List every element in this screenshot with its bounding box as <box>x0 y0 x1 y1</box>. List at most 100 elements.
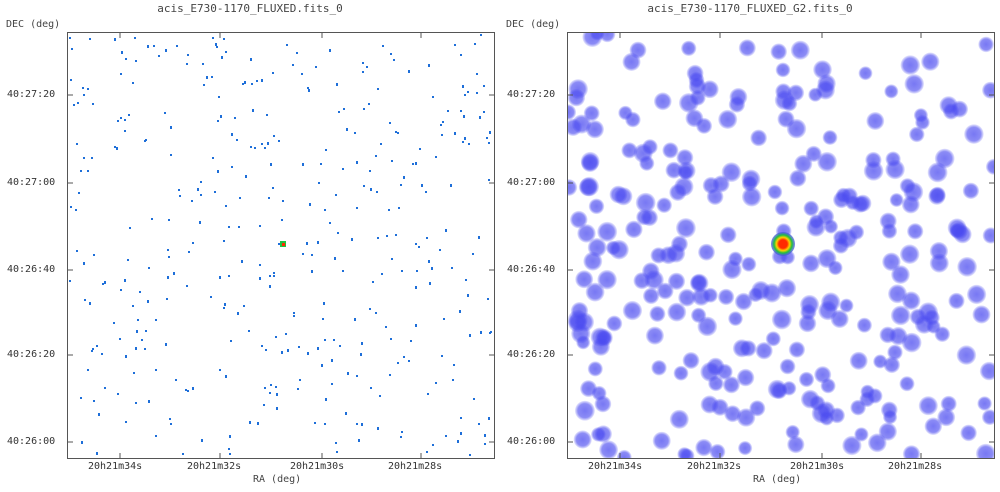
event-pixel <box>489 332 491 334</box>
event-pixel <box>139 291 141 293</box>
event-pixel <box>224 303 226 306</box>
smoothed-blob <box>890 305 911 326</box>
smoothed-blob <box>588 198 605 215</box>
event-pixel <box>465 279 467 281</box>
smoothed-blob <box>813 60 832 79</box>
smoothed-blob <box>580 380 597 398</box>
event-pixel <box>322 318 324 320</box>
event-pixel <box>415 243 417 245</box>
event-pixel <box>270 384 272 386</box>
event-pixel <box>415 286 417 289</box>
event-pixel <box>102 283 104 285</box>
event-pixel <box>89 302 91 305</box>
smoothed-blob <box>788 341 806 358</box>
event-pixel <box>320 163 322 165</box>
smoothed-blob <box>718 109 738 129</box>
event-pixel <box>167 249 169 251</box>
event-pixel <box>388 209 390 211</box>
event-pixel <box>360 353 362 356</box>
event-pixel <box>343 108 345 110</box>
event-pixel <box>363 185 365 187</box>
event-pixel <box>192 242 194 244</box>
smoothed-blob <box>581 154 599 173</box>
smoothed-blob <box>937 408 956 427</box>
event-pixel <box>125 421 127 423</box>
smoothed-blob <box>700 80 719 99</box>
event-pixel <box>307 87 309 89</box>
smoothed-blob <box>622 300 643 321</box>
event-pixel <box>185 389 187 391</box>
right-image-plot[interactable] <box>567 32 995 459</box>
smoothed-blob <box>599 33 616 43</box>
event-pixel <box>478 423 480 425</box>
event-pixel <box>228 226 230 228</box>
event-pixel <box>228 448 230 450</box>
event-pixel <box>269 285 271 288</box>
event-pixel <box>379 395 381 397</box>
event-pixel <box>452 379 454 381</box>
smoothed-blob <box>755 342 773 360</box>
smoothed-blob <box>614 187 633 206</box>
event-pixel <box>306 242 308 245</box>
smoothed-blob <box>856 317 872 333</box>
event-pixel <box>314 422 316 424</box>
event-pixel <box>336 83 338 86</box>
event-pixel <box>369 308 371 310</box>
left-panel-title: acis_E730-1170_FLUXED.fits_0 <box>157 2 343 15</box>
event-pixel <box>225 205 227 207</box>
left-image-plot[interactable] <box>67 32 495 459</box>
event-pixel <box>250 58 252 61</box>
event-pixel <box>476 73 478 75</box>
smoothed-blob <box>649 305 666 322</box>
event-pixel <box>488 142 490 144</box>
event-pixel <box>229 453 231 455</box>
event-pixel <box>241 260 243 263</box>
smoothed-blob <box>642 262 660 280</box>
event-pixel <box>415 162 417 165</box>
left-dec-axis-label: DEC (deg) <box>6 19 61 30</box>
event-pixel <box>270 163 272 166</box>
event-pixel <box>75 209 77 211</box>
smoothed-blob <box>947 218 967 238</box>
event-pixel <box>276 393 278 396</box>
smoothed-blob <box>889 193 904 207</box>
event-pixel <box>173 272 175 275</box>
event-pixel <box>315 66 317 68</box>
event-pixel <box>428 64 430 67</box>
event-pixel <box>200 194 202 196</box>
event-pixel <box>298 346 300 348</box>
event-pixel <box>382 45 384 47</box>
event-pixel <box>76 143 78 145</box>
smoothed-blob <box>708 375 724 392</box>
smoothed-blob <box>594 425 612 443</box>
event-pixel <box>114 146 116 148</box>
event-pixel <box>259 225 261 227</box>
event-pixel <box>229 435 231 438</box>
event-pixel <box>296 52 298 54</box>
event-pixel <box>356 207 358 209</box>
event-pixel <box>463 115 465 118</box>
event-pixel <box>464 137 466 140</box>
smoothed-blob <box>975 443 994 458</box>
event-pixel <box>397 132 399 134</box>
event-pixel <box>219 369 221 371</box>
smoothed-blob <box>570 210 588 229</box>
event-pixel <box>389 374 391 376</box>
event-pixel <box>266 114 268 116</box>
smoothed-blob <box>929 253 949 273</box>
event-pixel <box>113 322 115 324</box>
smoothed-blob <box>985 158 994 175</box>
event-pixel <box>278 243 280 245</box>
event-pixel <box>124 130 126 132</box>
event-pixel <box>93 400 95 402</box>
event-pixel <box>368 103 370 105</box>
event-pixel <box>285 333 287 335</box>
smoothed-blob <box>774 200 790 216</box>
event-pixel <box>148 400 150 403</box>
smoothed-blob <box>738 39 756 57</box>
event-pixel <box>287 349 289 352</box>
smoothed-blob <box>882 252 901 272</box>
right-panel: acis_E730-1170_FLUXED_G2.fits_0 DEC (deg… <box>500 0 1000 492</box>
event-pixel <box>432 96 434 98</box>
event-pixel <box>408 360 410 362</box>
